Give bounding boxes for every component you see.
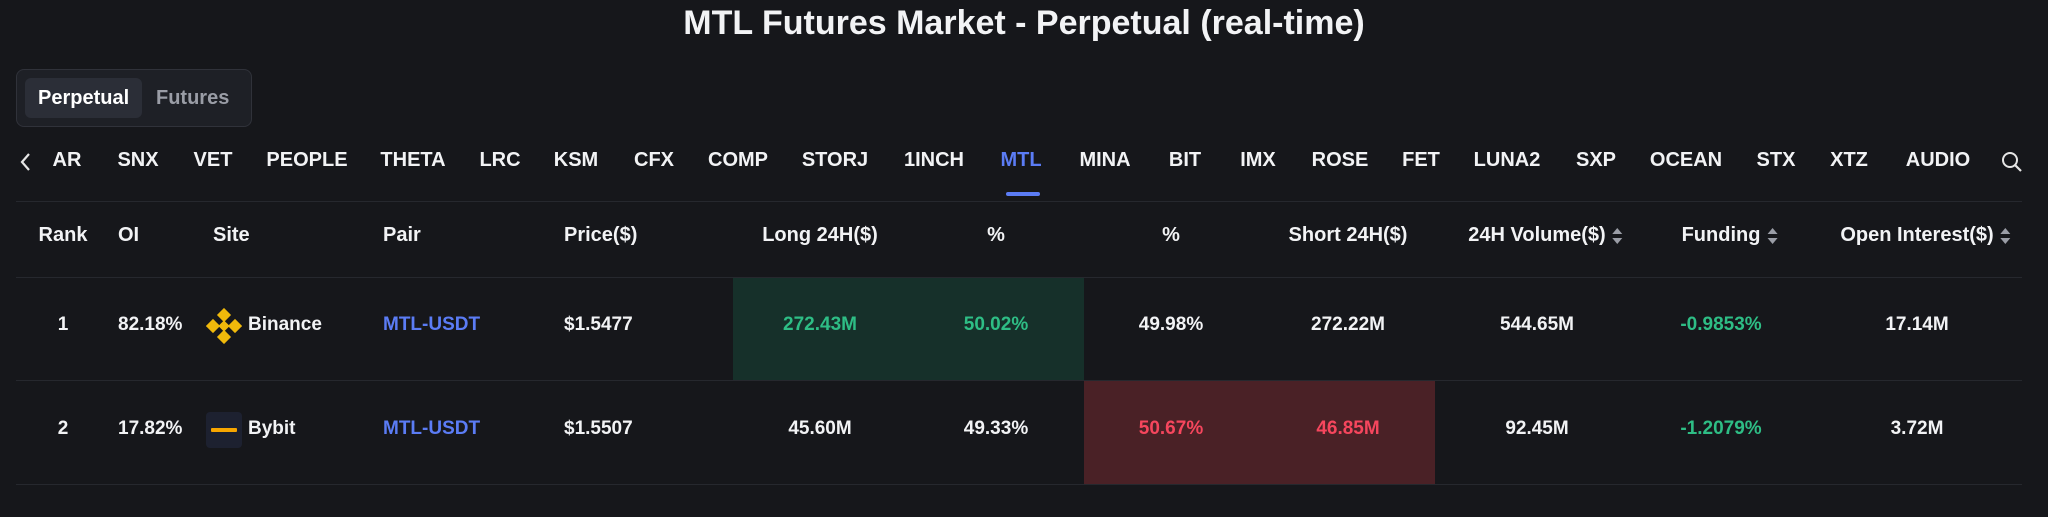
symbol-tab[interactable]: KSM xyxy=(553,149,599,171)
symbol-tab[interactable]: STX xyxy=(1756,149,1796,171)
symbol-tab[interactable]: STORJ xyxy=(801,149,869,171)
column-header: Long 24H($) xyxy=(762,224,878,247)
column-header: Price($) xyxy=(564,224,637,247)
column-header: % xyxy=(987,224,1005,247)
table-cell: 17.82% xyxy=(118,418,183,439)
sort-icon xyxy=(1612,227,1623,244)
symbol-tab[interactable]: SNX xyxy=(117,149,159,171)
symbol-tab[interactable]: IMX xyxy=(1240,149,1276,171)
symbol-tab[interactable]: MTL xyxy=(1000,149,1042,171)
divider xyxy=(16,277,2022,278)
symbol-tab[interactable]: OCEAN xyxy=(1649,149,1723,171)
table-cell: Bybit xyxy=(248,418,296,439)
table-cell: $1.5507 xyxy=(564,418,633,439)
tab-group: Perpetual Futures xyxy=(16,69,252,127)
symbol-tab[interactable]: LRC xyxy=(479,149,521,171)
table-cell: -0.9853% xyxy=(1680,314,1762,335)
table-cell: 92.45M xyxy=(1505,418,1569,439)
bybit-logo xyxy=(206,412,242,448)
table-cell: $1.5477 xyxy=(564,314,633,335)
table-cell: 46.85M xyxy=(1316,418,1380,439)
header-text: OI xyxy=(118,224,140,246)
table-cell: Binance xyxy=(248,314,322,335)
long-highlight xyxy=(733,278,1084,380)
table-cell: 544.65M xyxy=(1500,314,1574,335)
symbol-tab[interactable]: XTZ xyxy=(1830,149,1868,171)
divider xyxy=(16,201,2022,202)
column-header: Site xyxy=(213,224,250,247)
tab[interactable]: Futures xyxy=(156,87,230,109)
symbol-tab[interactable]: MINA xyxy=(1079,149,1131,171)
symbol-tab[interactable]: LUNA2 xyxy=(1473,149,1541,171)
table-cell: 272.22M xyxy=(1311,314,1385,335)
symbol-tab[interactable]: THETA xyxy=(380,149,446,171)
symbol-tab[interactable]: 1INCH xyxy=(903,149,965,171)
header-text: % xyxy=(987,224,1005,246)
header-text: Long 24H($) xyxy=(762,224,878,246)
divider xyxy=(16,380,2022,381)
header-text: 24H Volume($) xyxy=(1468,224,1606,246)
header-text: Price($) xyxy=(564,224,638,246)
symbol-tab[interactable]: VET xyxy=(193,149,233,171)
column-header: Pair xyxy=(383,224,421,247)
table-cell: 2 xyxy=(57,418,69,439)
symbol-tab[interactable]: SXP xyxy=(1575,149,1617,171)
table-cell: 45.60M xyxy=(788,418,852,439)
symbol-tab[interactable]: ROSE xyxy=(1311,149,1369,171)
sortable-header[interactable]: Funding xyxy=(1682,224,1779,247)
sort-icon xyxy=(2000,227,2011,244)
symbol-tab[interactable]: COMP xyxy=(708,149,768,171)
table-cell: 1 xyxy=(57,314,69,335)
header-text: Open Interest($) xyxy=(1840,224,1994,246)
search-icon[interactable] xyxy=(2000,150,2024,174)
page-title: MTL Futures Market - Perpetual (real-tim… xyxy=(683,4,1365,42)
sort-icon xyxy=(1767,227,1778,244)
table-cell: 49.33% xyxy=(963,418,1029,439)
scroll-left[interactable] xyxy=(18,150,34,174)
table-cell: 50.67% xyxy=(1138,418,1204,439)
divider xyxy=(16,484,2022,485)
header-text: Site xyxy=(213,224,250,246)
table-cell: 50.02% xyxy=(963,314,1029,335)
table-cell: 3.72M xyxy=(1890,418,1944,439)
table-cell: -1.2079% xyxy=(1680,418,1762,439)
column-header: Short 24H($) xyxy=(1289,224,1408,247)
column-header: % xyxy=(1162,224,1180,247)
tab[interactable]: Perpetual xyxy=(25,78,143,118)
table-cell: 272.43M xyxy=(783,314,857,335)
symbol-tab[interactable]: FET xyxy=(1402,149,1440,171)
header-text: % xyxy=(1162,224,1180,246)
column-header: Rank xyxy=(39,224,88,247)
pair-link[interactable]: MTL-USDT xyxy=(383,314,481,335)
symbol-tab[interactable]: AUDIO xyxy=(1905,149,1971,171)
header-text: Funding xyxy=(1681,224,1761,246)
active-indicator xyxy=(1006,192,1040,196)
binance-logo xyxy=(206,308,242,344)
table-cell: 82.18% xyxy=(118,314,183,335)
table-cell: 17.14M xyxy=(1885,314,1949,335)
symbol-tab[interactable]: AR xyxy=(52,149,82,171)
header-text: Short 24H($) xyxy=(1288,224,1408,246)
table-cell: 49.98% xyxy=(1138,314,1204,335)
header-text: Rank xyxy=(38,224,88,246)
column-header: OI xyxy=(118,224,139,247)
short-highlight xyxy=(1084,381,1435,484)
sortable-header[interactable]: Open Interest($) xyxy=(1840,224,2011,247)
symbol-tab[interactable]: PEOPLE xyxy=(266,149,348,171)
pair-link[interactable]: MTL-USDT xyxy=(383,418,481,439)
symbol-tab[interactable]: BIT xyxy=(1168,149,1202,171)
header-text: Pair xyxy=(383,224,421,246)
sortable-header[interactable]: 24H Volume($) xyxy=(1468,224,1623,247)
symbol-tab[interactable]: CFX xyxy=(634,149,674,171)
